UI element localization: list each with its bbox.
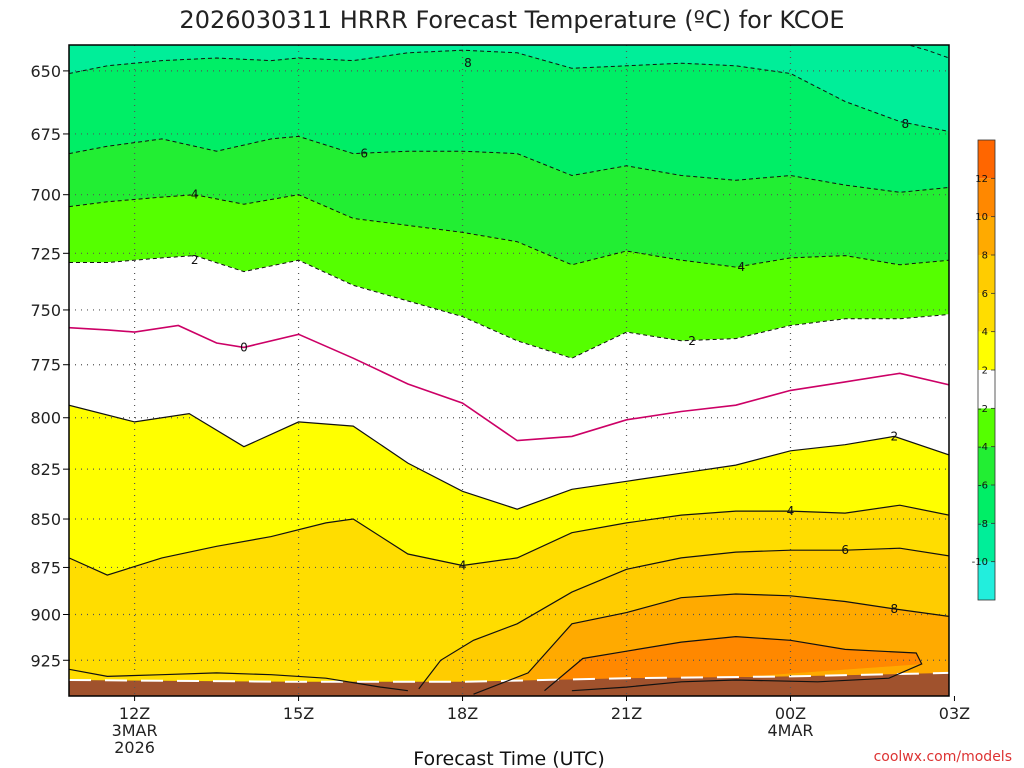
colorbar-label: -10 <box>972 557 988 568</box>
colorbar-segment <box>978 485 995 524</box>
y-tick-label: 650 <box>30 62 61 81</box>
plot-frame <box>68 44 950 697</box>
y-tick-label: 700 <box>30 186 61 205</box>
contour-line-2 <box>69 135 949 193</box>
y-axis-ticks: 650 675 700 725 750 775 800 825 850 875 900 925 <box>30 62 69 670</box>
colorbar-segment <box>978 293 995 332</box>
contour-line-11 <box>69 668 408 692</box>
colorbar-segment <box>978 178 995 217</box>
colorbar-segment <box>978 140 995 179</box>
grid-lines <box>69 45 949 696</box>
colorbar: -10 -8 -6 -4 -2 2 4 6 8 10 12 <box>972 139 996 601</box>
colorbar-segment <box>978 523 995 562</box>
contour-label: 8 <box>901 117 909 131</box>
contour-label: 6 <box>841 543 849 557</box>
x-tick-label: 21Z <box>611 704 642 723</box>
x-tick-label: 4MAR <box>767 721 813 740</box>
colorbar-label: 8 <box>982 251 988 262</box>
contour-line-10 <box>544 635 923 692</box>
colorbar-segment <box>978 331 995 370</box>
x-tick-label: 15Z <box>283 704 314 723</box>
contour-label: 2 <box>891 429 899 443</box>
contour-line-4 <box>69 255 949 359</box>
contour-label: 6 <box>360 147 368 161</box>
contour-label: 4 <box>459 559 467 573</box>
colorbar-label: 12 <box>975 174 988 185</box>
x-tick-label: 2026 <box>114 738 155 757</box>
x-tick-label: 12Z <box>119 704 150 723</box>
x-tick-label: 00Z <box>775 704 806 723</box>
plot-area: 8 8 6 4 4 2 2 0 2 4 4 6 8 <box>69 45 949 696</box>
y-tick-label: 875 <box>30 558 61 577</box>
y-tick-label: 850 <box>30 510 61 529</box>
colorbar-segment <box>978 408 995 447</box>
credit-text: coolwx.com/models <box>874 749 1012 765</box>
colorbar-label: 6 <box>982 289 988 300</box>
contour-line-6 <box>69 404 949 510</box>
contour-line-8 <box>418 547 949 690</box>
colorbar-segment <box>978 446 995 485</box>
y-tick-label: 900 <box>30 605 61 624</box>
colorbar-segment <box>978 255 995 294</box>
x-axis-label: Forecast Time (UTC) <box>413 748 604 768</box>
contour-lines <box>69 45 949 695</box>
contour-label: 4 <box>787 504 795 518</box>
chart-title: 2026030311 HRRR Forecast Temperature (ºC… <box>179 6 844 34</box>
colorbar-label: 4 <box>982 327 988 338</box>
colorbar-label: -8 <box>978 519 988 530</box>
contour-label: 0 <box>240 340 248 354</box>
contour-label: 4 <box>737 260 745 274</box>
contour-line-7 <box>69 504 949 576</box>
contour-line-5 <box>69 324 949 442</box>
contour-line-1 <box>907 45 949 59</box>
colorbar-label: -2 <box>978 404 988 415</box>
x-tick-label: 3MAR <box>112 721 158 740</box>
contour-label: 8 <box>891 602 899 616</box>
colorbar-label: -4 <box>978 442 988 453</box>
colorbar-segment <box>978 370 995 409</box>
colorbar-label: 2 <box>982 366 988 377</box>
contour-label: 4 <box>191 188 199 202</box>
contour-line-3 <box>69 194 949 268</box>
colorbar-label: 10 <box>975 212 988 223</box>
surface-line <box>69 671 949 683</box>
contour-label: 8 <box>464 56 472 70</box>
ground-fill <box>69 672 949 696</box>
ground-layer <box>69 671 949 696</box>
contour-line-9 <box>473 593 949 695</box>
colorbar-label: -6 <box>978 481 988 492</box>
y-tick-label: 725 <box>30 244 61 263</box>
y-tick-label: 775 <box>30 356 61 375</box>
contour-line-0 <box>69 49 949 132</box>
y-tick-label: 825 <box>30 460 61 479</box>
colorbar-segment <box>978 216 995 255</box>
y-tick-label: 925 <box>30 651 61 670</box>
contour-label: 2 <box>688 334 696 348</box>
contour-labels: 8 8 6 4 4 2 2 0 2 4 4 6 8 <box>191 56 909 616</box>
x-tick-label: 18Z <box>447 704 478 723</box>
temperature-bands <box>69 45 949 696</box>
y-tick-label: 800 <box>30 409 61 428</box>
colorbar-segment <box>978 561 995 600</box>
contour-label: 2 <box>191 253 199 267</box>
y-tick-label: 750 <box>30 301 61 320</box>
x-tick-label: 03Z <box>939 704 970 723</box>
y-tick-label: 675 <box>30 125 61 144</box>
